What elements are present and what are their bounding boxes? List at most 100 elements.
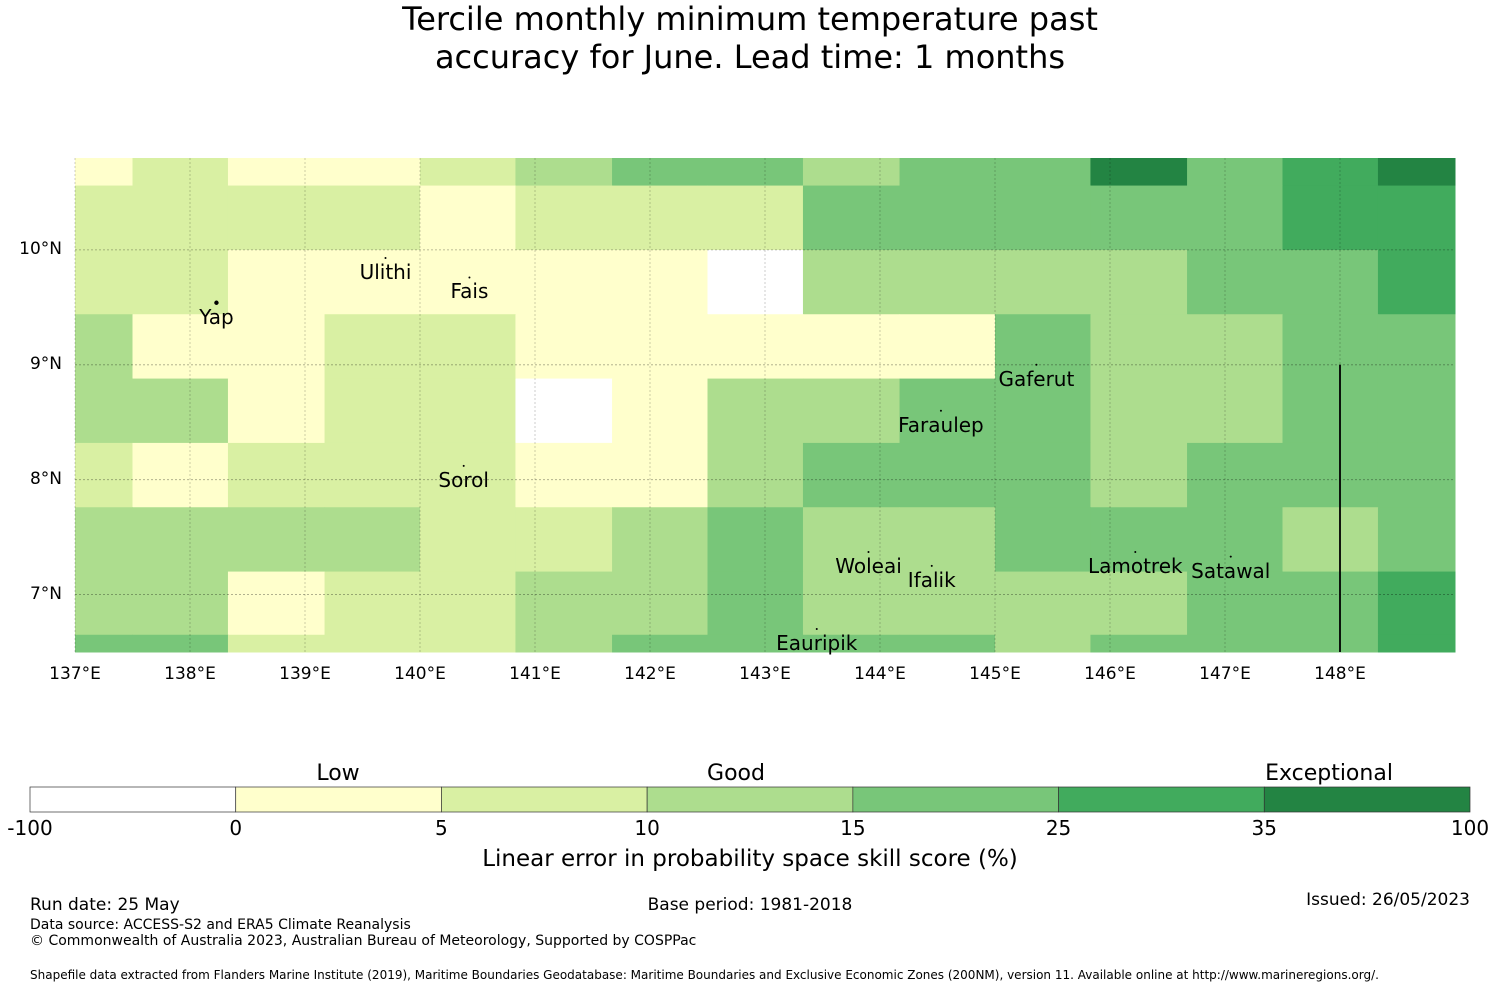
grid-cell bbox=[515, 185, 613, 251]
place-label: Woleai bbox=[835, 554, 902, 579]
grid-cell bbox=[1187, 507, 1283, 573]
grid-cell bbox=[899, 507, 996, 573]
longitude-label: 139°E bbox=[279, 664, 331, 684]
colorbar-tick-label: 0 bbox=[229, 816, 243, 840]
colorbar bbox=[29, 786, 1471, 813]
island-marker bbox=[1134, 551, 1137, 554]
grid-cell bbox=[515, 378, 613, 444]
grid-cell bbox=[899, 442, 996, 508]
grid-cell bbox=[324, 249, 421, 315]
grid-cell bbox=[1377, 442, 1456, 508]
grid-cell bbox=[132, 634, 229, 653]
map-title: Tercile monthly minimum temperature past… bbox=[0, 0, 1500, 76]
grid-cell bbox=[515, 571, 613, 636]
grid-cell bbox=[324, 442, 421, 508]
grid-cell bbox=[515, 507, 613, 573]
colorbar-bin bbox=[29, 786, 237, 813]
legend-heading-exceptional: Exceptional bbox=[1265, 761, 1393, 786]
grid-cell bbox=[1187, 634, 1283, 653]
grid-cell bbox=[612, 249, 708, 315]
island-markers bbox=[214, 256, 1232, 631]
grid-cell bbox=[707, 249, 804, 315]
island-marker bbox=[1229, 555, 1232, 558]
grid-cell bbox=[1282, 507, 1379, 573]
longitude-label: 147°E bbox=[1199, 664, 1251, 684]
island-marker bbox=[939, 409, 942, 412]
grid-cell bbox=[802, 634, 901, 653]
latitude-label: 8°N bbox=[29, 468, 62, 489]
grid-cell bbox=[1090, 571, 1188, 636]
grid-cell bbox=[1187, 442, 1283, 508]
grid-cell bbox=[420, 571, 516, 636]
grid-cell bbox=[802, 158, 901, 187]
grid-cell bbox=[324, 634, 421, 653]
colorbar-title: Linear error in probability space skill … bbox=[482, 846, 1018, 872]
grid-cell bbox=[995, 158, 1091, 187]
grid-cell bbox=[420, 249, 516, 315]
grid-cell bbox=[1282, 314, 1379, 380]
colorbar-bin bbox=[1058, 786, 1265, 813]
longitude-label: 142°E bbox=[624, 664, 676, 684]
colorbar-bin bbox=[441, 786, 648, 813]
grid-cell bbox=[899, 314, 996, 380]
grid-cell bbox=[1090, 185, 1188, 251]
latitude-label: 7°N bbox=[29, 583, 62, 604]
grid-cell bbox=[995, 634, 1091, 653]
title-line-1: Tercile monthly minimum temperature past bbox=[402, 0, 1098, 38]
grid-cell bbox=[707, 442, 804, 508]
place-label: Sorol bbox=[438, 467, 489, 492]
grid-cell bbox=[612, 185, 708, 251]
grid-cell bbox=[324, 507, 421, 573]
grid-cell bbox=[612, 507, 708, 573]
grid-cell bbox=[227, 634, 326, 653]
grid-cell bbox=[1377, 314, 1456, 380]
grid-cell bbox=[420, 507, 516, 573]
grid-cell bbox=[612, 634, 708, 653]
grid-cell bbox=[899, 571, 996, 636]
place-label: Yap bbox=[199, 304, 234, 329]
grid-cell bbox=[612, 442, 708, 508]
grid-cell bbox=[707, 634, 804, 653]
grid-cell bbox=[1282, 634, 1379, 653]
grid-cell bbox=[515, 314, 613, 380]
grid-cell bbox=[995, 378, 1091, 444]
grid-cell bbox=[324, 571, 421, 636]
grid-cell bbox=[707, 378, 804, 444]
colorbar-tick-label: 10 bbox=[634, 816, 660, 840]
latitude-label: 10°N bbox=[19, 238, 62, 259]
grid-cell bbox=[420, 158, 516, 187]
longitude-label: 141°E bbox=[509, 664, 561, 684]
colorbar-tick-label: 25 bbox=[1045, 816, 1072, 840]
island-marker bbox=[468, 276, 471, 279]
grid-cell bbox=[420, 378, 516, 444]
grid-cell bbox=[995, 507, 1091, 573]
grid-cell bbox=[802, 314, 901, 380]
grid-cell bbox=[324, 185, 421, 251]
grid-cell bbox=[132, 249, 229, 315]
grid-cell bbox=[132, 378, 229, 444]
grid-cell bbox=[1377, 571, 1456, 636]
latitude-label: 9°N bbox=[29, 353, 62, 374]
colorbar-tick-label: 5 bbox=[435, 816, 448, 840]
grid-cell bbox=[75, 507, 133, 573]
grid-cell bbox=[1377, 634, 1456, 653]
grid-cell bbox=[227, 185, 326, 251]
base-period: Base period: 1981-2018 bbox=[647, 895, 853, 915]
grid-cell bbox=[899, 634, 996, 653]
grid-cell bbox=[420, 442, 516, 508]
grid-cell bbox=[899, 185, 996, 251]
grid-cell bbox=[802, 507, 901, 573]
grid-cell bbox=[612, 378, 708, 444]
colorbar-bin bbox=[1263, 786, 1471, 813]
grid-cell bbox=[227, 314, 326, 380]
grid-cell bbox=[1282, 249, 1379, 315]
longitude-label: 143°E bbox=[739, 664, 791, 684]
grid-cell bbox=[1090, 507, 1188, 573]
grid-cell bbox=[612, 158, 708, 187]
grid-cell bbox=[132, 571, 229, 636]
grid-cell bbox=[227, 571, 326, 636]
place-label: Satawal bbox=[1191, 558, 1271, 583]
place-label: Ulithi bbox=[359, 259, 412, 284]
grid-cell bbox=[995, 185, 1091, 251]
place-label: Lamotrek bbox=[1087, 554, 1183, 579]
